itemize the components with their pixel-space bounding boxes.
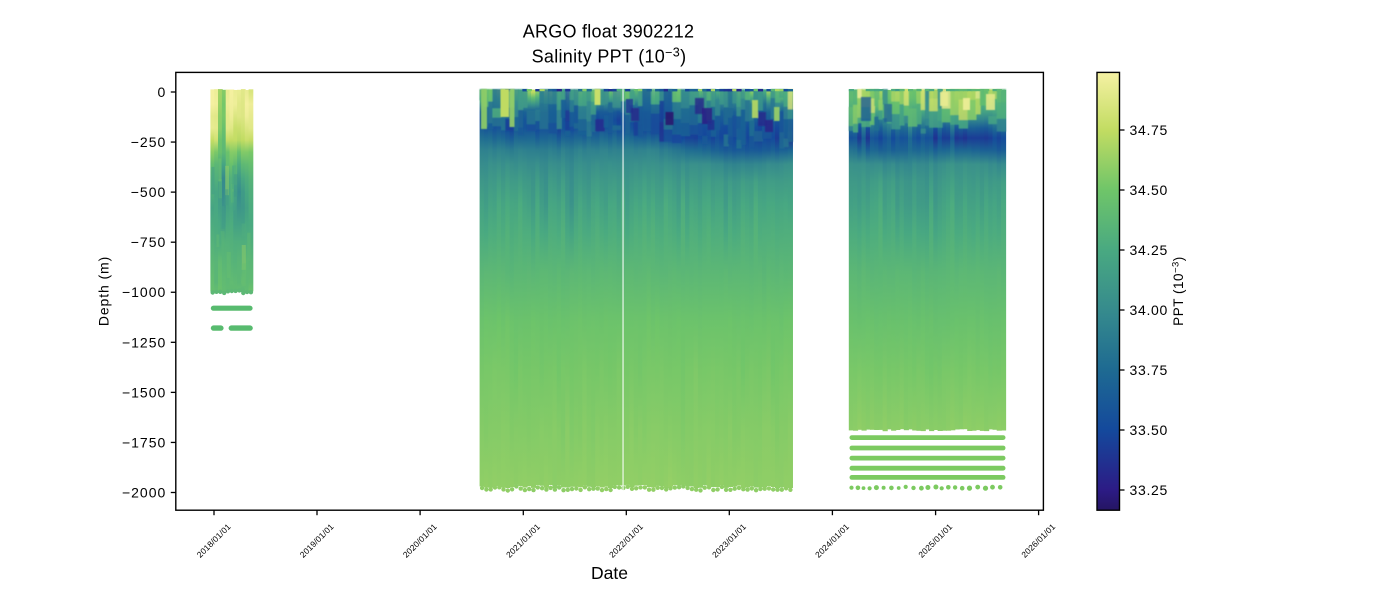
svg-text:34.75: 34.75 bbox=[1130, 122, 1169, 138]
svg-text:34.25: 34.25 bbox=[1130, 242, 1169, 258]
svg-text:33.25: 33.25 bbox=[1130, 482, 1169, 498]
svg-text:−2000: −2000 bbox=[122, 485, 166, 501]
svg-text:Date: Date bbox=[591, 563, 628, 583]
svg-text:PPT (10−3): PPT (10−3) bbox=[1171, 256, 1187, 326]
svg-text:ARGO float 3902212: ARGO float 3902212 bbox=[523, 21, 695, 41]
svg-text:−1000: −1000 bbox=[122, 284, 166, 300]
svg-text:−1250: −1250 bbox=[122, 334, 166, 350]
svg-text:−250: −250 bbox=[131, 134, 167, 150]
svg-text:34.50: 34.50 bbox=[1130, 182, 1169, 198]
svg-text:−750: −750 bbox=[131, 234, 167, 250]
svg-text:0: 0 bbox=[158, 84, 167, 100]
svg-text:−500: −500 bbox=[131, 184, 167, 200]
svg-text:33.75: 33.75 bbox=[1130, 362, 1169, 378]
svg-text:33.50: 33.50 bbox=[1130, 422, 1169, 438]
svg-text:−1750: −1750 bbox=[122, 434, 166, 450]
svg-text:Depth (m): Depth (m) bbox=[96, 256, 112, 326]
svg-text:Salinity PPT (10−3): Salinity PPT (10−3) bbox=[532, 46, 687, 67]
svg-text:−1500: −1500 bbox=[122, 384, 166, 400]
svg-text:34.00: 34.00 bbox=[1130, 302, 1169, 318]
